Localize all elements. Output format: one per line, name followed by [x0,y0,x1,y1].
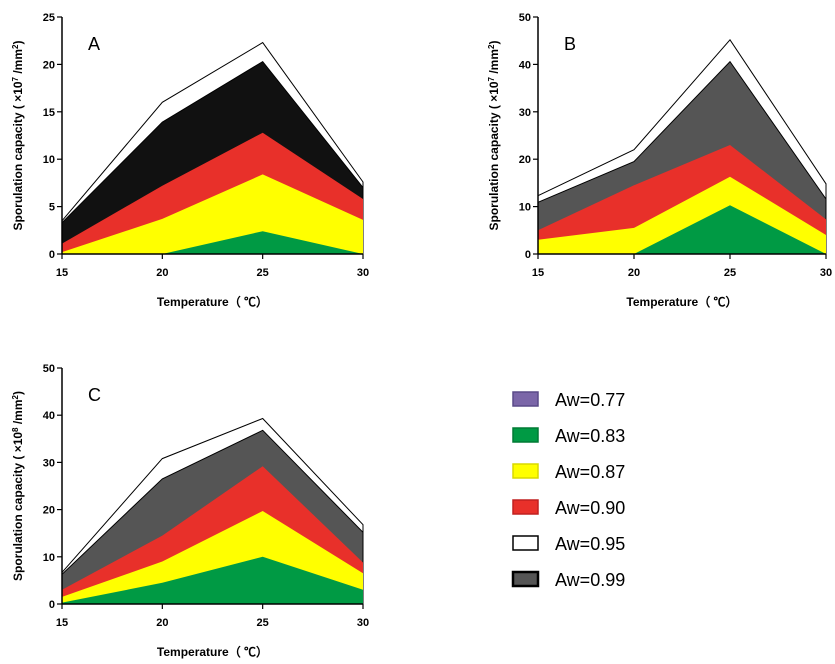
x-tick-label: 15 [56,617,68,629]
chart-legend: Aw=0.77 Aw=0.83 Aw=0.87 Aw=0.90 Aw=0.95 Aw=0.… [513,390,625,590]
legend-item: Aw=0.87 [513,462,625,482]
y-tick-label: 0 [525,249,531,261]
chart-panel-a: 0 5 10 15 20 25 15 20 25 30 A Temperature（ ℃） Sporul… [11,12,370,309]
x-axis-label: Temperature（ ℃） [157,644,268,659]
legend-item: Aw=0.77 [513,390,625,410]
legend-label: Aw=0.95 [555,534,625,554]
x-axis-label: Temperature（ ℃） [626,294,737,309]
y-tick-label: 20 [519,154,531,166]
x-tick-label: 25 [257,617,269,629]
legend-swatch [513,392,538,406]
panel-letter: C [88,385,101,405]
y-tick-label: 50 [519,12,531,24]
x-tick-label: 15 [56,267,68,279]
legend-swatch [513,464,538,478]
panel-letter: A [88,34,100,54]
legend-item: Aw=0.99 [513,570,625,590]
y-axis-label: Sporulation capacity ( ×107 /mm2) [11,41,26,231]
x-tick-label: 15 [532,267,544,279]
x-tick-label: 25 [257,267,269,279]
legend-swatch [513,500,538,514]
legend-item: Aw=0.95 [513,534,625,554]
y-tick-label: 40 [43,410,55,422]
y-tick-label: 0 [49,599,55,611]
y-tick-label: 0 [49,249,55,261]
y-tick-label: 10 [43,552,55,564]
y-axis-label: Sporulation capacity ( ×107 /mm2) [487,41,502,231]
chart-panels: 0 5 10 15 20 25 15 20 25 30 A Temperature（ ℃） Sporul… [11,12,833,659]
x-tick-label: 30 [820,267,832,279]
panel-letter: B [564,34,576,54]
legend-label: Aw=0.83 [555,426,625,446]
legend-label: Aw=0.99 [555,570,625,590]
legend-swatch [513,536,538,550]
y-tick-label: 25 [43,12,55,24]
legend-swatch [513,572,538,586]
y-axis-label: Sporulation capacity ( ×108 /mm2) [11,391,26,581]
y-tick-label: 50 [43,363,55,375]
x-tick-label: 25 [724,267,736,279]
legend-swatch [513,428,538,442]
x-tick-label: 20 [156,267,168,279]
y-tick-label: 20 [43,505,55,517]
x-tick-label: 20 [628,267,640,279]
legend-label: Aw=0.90 [555,498,625,518]
x-tick-label: 20 [156,617,168,629]
chart-panel-b: 0 10 20 30 40 50 15 20 25 30 B Temperature（ ℃） Sporu… [487,12,833,309]
y-tick-label: 20 [43,59,55,71]
x-axis-label: Temperature（ ℃） [157,294,268,309]
y-tick-label: 10 [43,154,55,166]
y-tick-label: 15 [43,107,55,119]
x-tick-label: 30 [357,267,369,279]
y-tick-label: 10 [519,202,531,214]
legend-label: Aw=0.87 [555,462,625,482]
legend-item: Aw=0.90 [513,498,625,518]
y-tick-label: 30 [519,107,531,119]
legend-label: Aw=0.77 [555,390,625,410]
chart-panel-c: 0 10 20 30 40 50 15 20 25 30 C Temperature（ ℃） Sporu… [11,363,370,659]
y-tick-label: 5 [49,202,55,214]
legend-item: Aw=0.83 [513,426,625,446]
x-tick-label: 30 [357,617,369,629]
y-tick-label: 40 [519,59,531,71]
y-tick-label: 30 [43,457,55,469]
